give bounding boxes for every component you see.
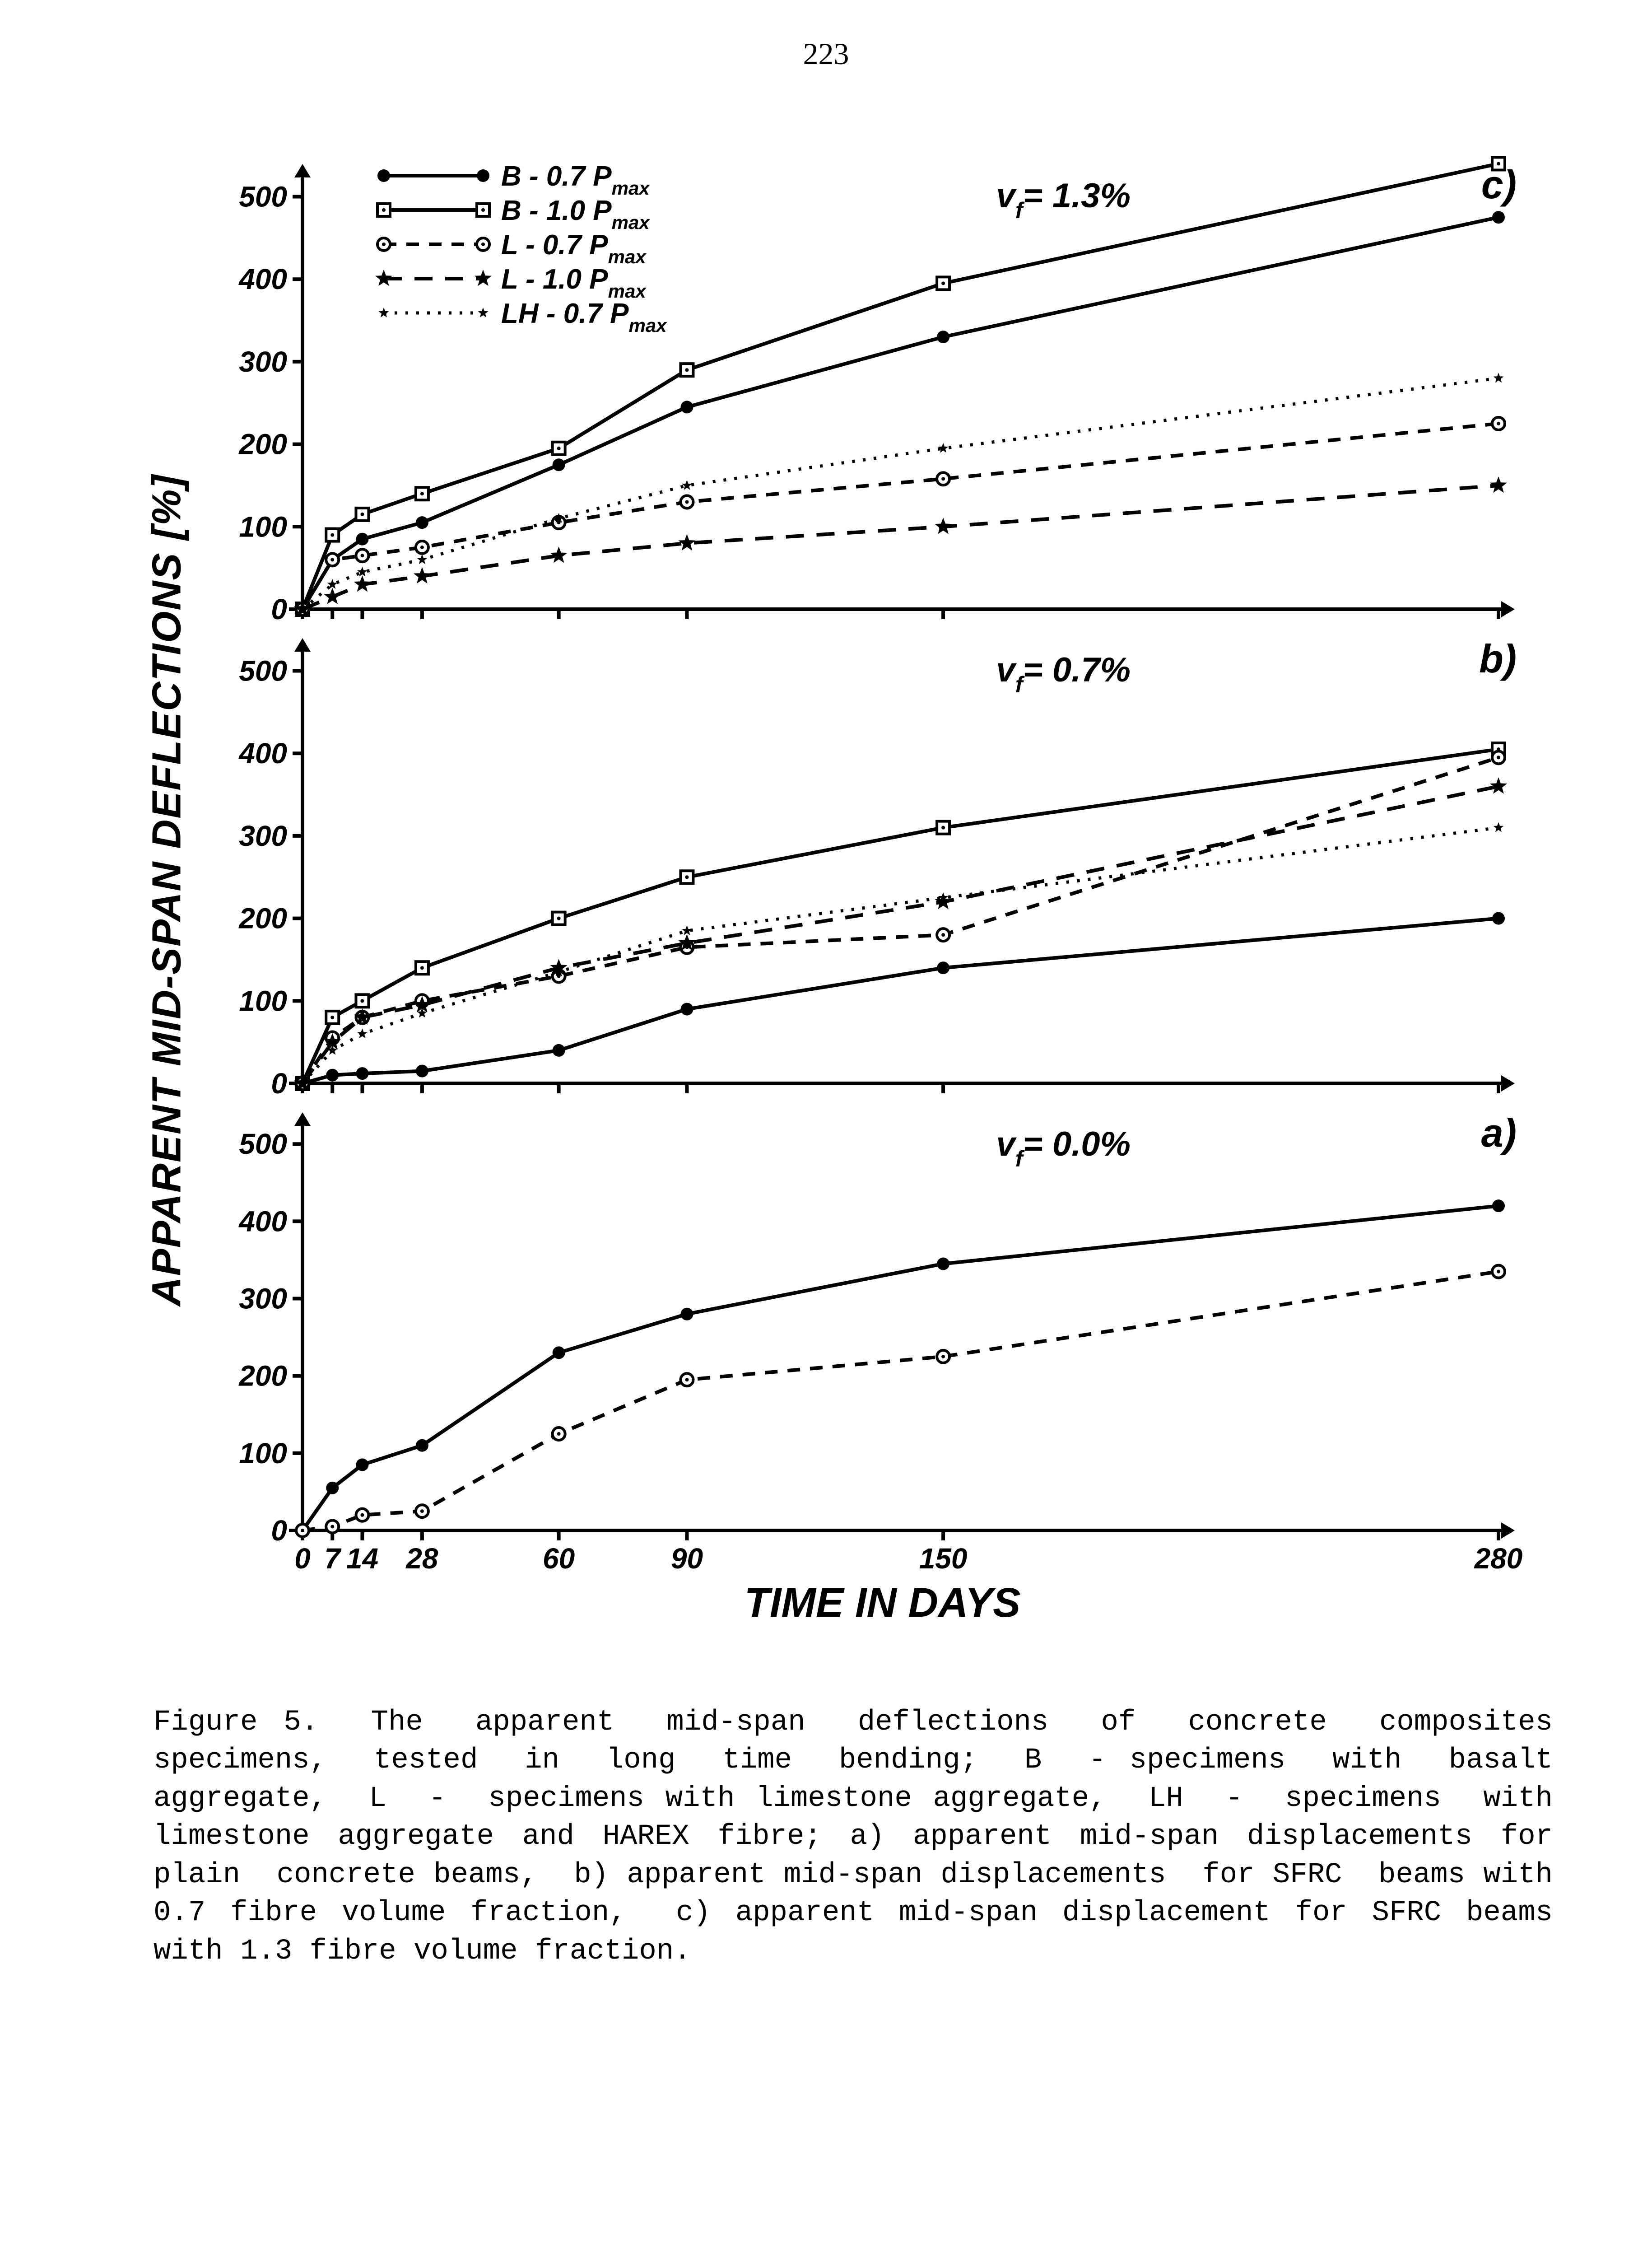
svg-text:100: 100 <box>239 1437 287 1470</box>
figure: APPARENT MID-SPAN DEFLECTIONS [%] 0 100 20… <box>135 153 1553 1627</box>
svg-text:200: 200 <box>238 428 287 461</box>
chart-panel-c: 0 100 200 300 400 500 c) vf= 1.3% B - 0.7 PmaxB … <box>212 153 1553 627</box>
svg-text:280: 280 <box>1474 1542 1523 1575</box>
figure-caption: Figure 5. The apparent mid-span deflecti… <box>81 1703 1571 1970</box>
svg-text:vf= 1.3%: vf= 1.3% <box>996 177 1131 223</box>
svg-text:0: 0 <box>271 1067 287 1100</box>
svg-text:150: 150 <box>919 1542 968 1575</box>
svg-text:vf= 0.0%: vf= 0.0% <box>996 1125 1131 1171</box>
svg-text:500: 500 <box>239 1128 287 1160</box>
svg-text:28: 28 <box>405 1542 438 1575</box>
svg-text:200: 200 <box>238 1360 287 1392</box>
svg-text:100: 100 <box>239 510 287 543</box>
chart-panel-b: 0 100 200 300 400 500 b) vf= 0.7% <box>212 627 1553 1101</box>
ylabel-column: APPARENT MID-SPAN DEFLECTIONS [%] <box>135 153 212 1627</box>
page-number: 223 <box>81 36 1571 72</box>
svg-text:200: 200 <box>238 902 287 935</box>
chart-panel-a: 01002003004005000714286090150280a)vf= 0.… <box>212 1101 1553 1576</box>
svg-text:L - 0.7 Pmax: L - 0.7 Pmax <box>501 229 647 267</box>
svg-text:0: 0 <box>271 593 287 625</box>
svg-text:B - 1.0 Pmax: B - 1.0 Pmax <box>501 195 650 233</box>
svg-text:b): b) <box>1479 636 1517 681</box>
svg-text:90: 90 <box>671 1542 703 1575</box>
svg-text:vf= 0.7%: vf= 0.7% <box>996 651 1131 697</box>
svg-text:500: 500 <box>239 181 287 213</box>
svg-text:0: 0 <box>271 1514 287 1547</box>
svg-text:a): a) <box>1481 1110 1517 1155</box>
svg-text:100: 100 <box>239 984 287 1017</box>
svg-text:0: 0 <box>294 1542 311 1575</box>
svg-text:400: 400 <box>238 1205 287 1237</box>
x-axis-label: TIME IN DAYS <box>212 1579 1553 1627</box>
svg-text:400: 400 <box>238 263 287 295</box>
svg-text:300: 300 <box>239 1283 287 1315</box>
svg-text:300: 300 <box>239 345 287 378</box>
svg-text:14: 14 <box>346 1542 378 1575</box>
svg-text:L - 1.0 Pmax: L - 1.0 Pmax <box>501 264 647 302</box>
svg-text:LH - 0.7 Pmax: LH - 0.7 Pmax <box>501 298 667 336</box>
svg-text:7: 7 <box>324 1542 342 1575</box>
svg-text:300: 300 <box>239 820 287 852</box>
svg-text:B - 0.7 Pmax: B - 0.7 Pmax <box>501 161 650 199</box>
svg-text:500: 500 <box>239 655 287 687</box>
svg-text:c): c) <box>1481 162 1517 207</box>
charts-column: 0 100 200 300 400 500 c) vf= 1.3% B - 0.7 PmaxB … <box>212 153 1553 1627</box>
svg-text:400: 400 <box>238 737 287 770</box>
svg-text:60: 60 <box>543 1542 575 1575</box>
y-axis-label: APPARENT MID-SPAN DEFLECTIONS [%] <box>144 474 191 1306</box>
